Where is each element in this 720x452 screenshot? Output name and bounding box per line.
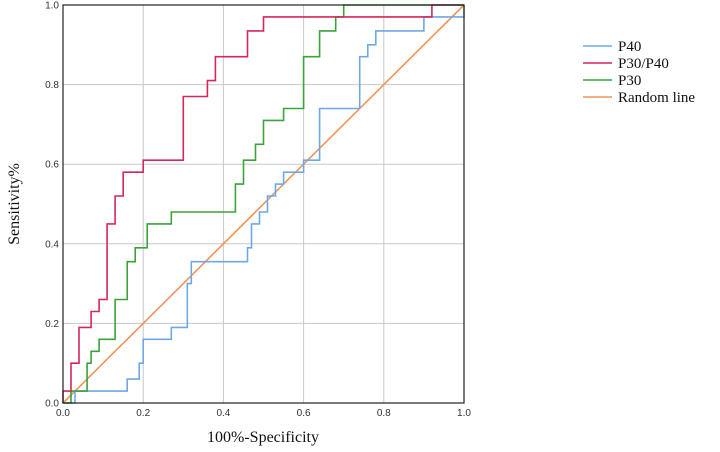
series-lines [62, 4, 465, 404]
y-tick-label: 0.4 [45, 239, 59, 250]
y-tick-label: 0.0 [45, 399, 59, 410]
series-line-p30 [63, 4, 464, 404]
x-tick-label: 0.2 [136, 408, 150, 419]
x-tick-label: 0.8 [377, 408, 391, 419]
x-tick-label: 0.0 [56, 408, 70, 419]
series-line-p40 [63, 5, 465, 404]
series-line-random-line [62, 4, 465, 404]
y-tick-label: 0.2 [45, 319, 59, 330]
legend-label-p30: P30 [618, 73, 641, 89]
legend-label-random-line: Random line [618, 90, 695, 106]
plot-frame [62, 4, 465, 404]
x-tick-label: 0.6 [297, 408, 311, 419]
y-tick-labels: 0.0 0.2 0.4 0.6 0.8 1.0 [45, 1, 59, 410]
y-tick-label: 0.8 [45, 80, 59, 91]
x-axis-title: 100%-Specificity [207, 429, 319, 446]
y-tick-label: 0.6 [45, 160, 59, 171]
x-tick-labels: 0.0 0.2 0.4 0.6 0.8 1.0 [56, 408, 471, 419]
legend-label-p40: P40 [618, 39, 641, 55]
y-axis-title: Sensitivity% [6, 163, 23, 245]
legend-label-p30-p40: P30/P40 [618, 56, 669, 72]
x-tick-label: 0.4 [216, 408, 230, 419]
y-tick-label: 1.0 [45, 1, 59, 12]
series-line-p30-p40 [62, 4, 464, 403]
x-tick-label: 1.0 [457, 408, 471, 419]
